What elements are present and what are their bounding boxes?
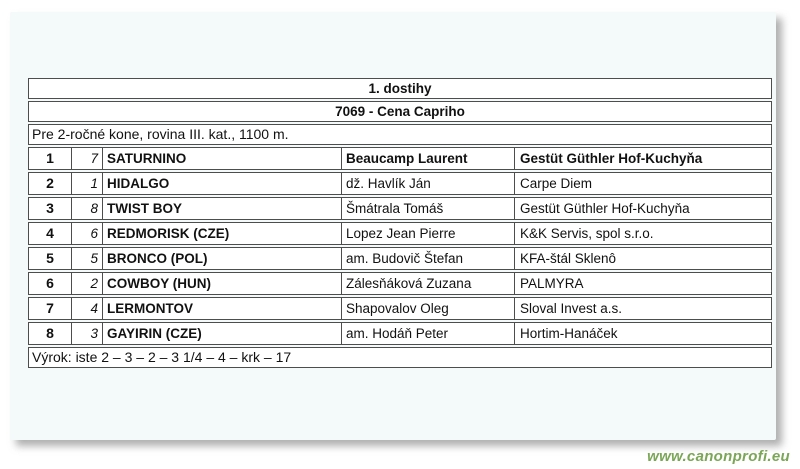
start-number-cell: 5 bbox=[72, 248, 103, 269]
horse-name-cell: REDMORISK (CZE) bbox=[103, 223, 342, 244]
race-verdict: Výrok: iste 2 – 3 – 2 – 3 1/4 – 4 – krk … bbox=[28, 347, 772, 368]
owner-cell: Carpe Diem bbox=[520, 176, 593, 191]
table-row: 4 6 REDMORISK (CZE) Lopez Jean Pierre K&… bbox=[28, 222, 772, 245]
owner-cell: Gestüt Güthler Hof-Kuchyňa bbox=[520, 151, 703, 166]
start-number-cell: 8 bbox=[72, 198, 103, 219]
watermark: www.canonprofi.eu bbox=[647, 448, 790, 465]
start-number-cell: 1 bbox=[72, 173, 103, 194]
race-title: 1. dostihy bbox=[28, 78, 772, 99]
place-cell: 8 bbox=[29, 323, 72, 344]
race-conditions: Pre 2-ročné kone, rovina III. kat., 1100… bbox=[28, 124, 772, 145]
owner-cell: Hortim-Hanáček bbox=[520, 326, 618, 341]
jockey-cell: Lopez Jean Pierre bbox=[342, 223, 515, 244]
table-row: 2 1 HIDALGO dž. Havlík Ján Carpe Diem bbox=[28, 172, 772, 195]
race-subtitle: 7069 - Cena Capriho bbox=[28, 101, 772, 122]
start-number-cell: 7 bbox=[72, 148, 103, 169]
horse-name-cell: TWIST BOY bbox=[103, 198, 342, 219]
table-row: 3 8 TWIST BOY Šmátrala Tomáš Gestüt Güth… bbox=[28, 197, 772, 220]
place-cell: 6 bbox=[29, 273, 72, 294]
owner-cell: KFA-štál Sklenô bbox=[520, 251, 617, 266]
table-row: 6 2 COWBOY (HUN) Zálesňáková Zuzana PALM… bbox=[28, 272, 772, 295]
place-cell: 3 bbox=[29, 198, 72, 219]
race-results-table: 1. dostihy 7069 - Cena Capriho Pre 2-roč… bbox=[28, 78, 772, 370]
jockey-cell: dž. Havlík Ján bbox=[342, 173, 515, 194]
jockey-cell: Shapovalov Oleg bbox=[342, 298, 515, 319]
horse-name-cell: SATURNINO bbox=[103, 148, 342, 169]
table-row: 7 4 LERMONTOV Shapovalov Oleg Sloval Inv… bbox=[28, 297, 772, 320]
results-rows: 1 7 SATURNINO Beaucamp Laurent Gestüt Gü… bbox=[28, 147, 772, 345]
place-cell: 2 bbox=[29, 173, 72, 194]
start-number-cell: 4 bbox=[72, 298, 103, 319]
place-cell: 1 bbox=[29, 148, 72, 169]
start-number-cell: 3 bbox=[72, 323, 103, 344]
jockey-cell: Šmátrala Tomáš bbox=[342, 198, 515, 219]
owner-cell: Gestüt Güthler Hof-Kuchyňa bbox=[520, 201, 690, 216]
owner-cell: PALMYRA bbox=[520, 276, 584, 291]
horse-name-cell: HIDALGO bbox=[103, 173, 342, 194]
jockey-cell: Beaucamp Laurent bbox=[342, 148, 515, 169]
place-cell: 7 bbox=[29, 298, 72, 319]
start-number-cell: 2 bbox=[72, 273, 103, 294]
jockey-cell: am. Budovič Štefan bbox=[342, 248, 515, 269]
owner-cell: Sloval Invest a.s. bbox=[520, 301, 623, 316]
jockey-cell: am. Hodáň Peter bbox=[342, 323, 515, 344]
jockey-cell: Zálesňáková Zuzana bbox=[342, 273, 515, 294]
results-card: 1. dostihy 7069 - Cena Capriho Pre 2-roč… bbox=[10, 12, 776, 440]
place-cell: 4 bbox=[29, 223, 72, 244]
table-row: 5 5 BRONCO (POL) am. Budovič Štefan KFA-… bbox=[28, 247, 772, 270]
owner-cell: K&K Servis, spol s.r.o. bbox=[520, 226, 654, 241]
table-row: 1 7 SATURNINO Beaucamp Laurent Gestüt Gü… bbox=[28, 147, 772, 170]
start-number-cell: 6 bbox=[72, 223, 103, 244]
horse-name-cell: GAYIRIN (CZE) bbox=[103, 323, 342, 344]
horse-name-cell: BRONCO (POL) bbox=[103, 248, 342, 269]
horse-name-cell: LERMONTOV bbox=[103, 298, 342, 319]
table-row: 8 3 GAYIRIN (CZE) am. Hodáň Peter Hortim… bbox=[28, 322, 772, 345]
horse-name-cell: COWBOY (HUN) bbox=[103, 273, 342, 294]
place-cell: 5 bbox=[29, 248, 72, 269]
